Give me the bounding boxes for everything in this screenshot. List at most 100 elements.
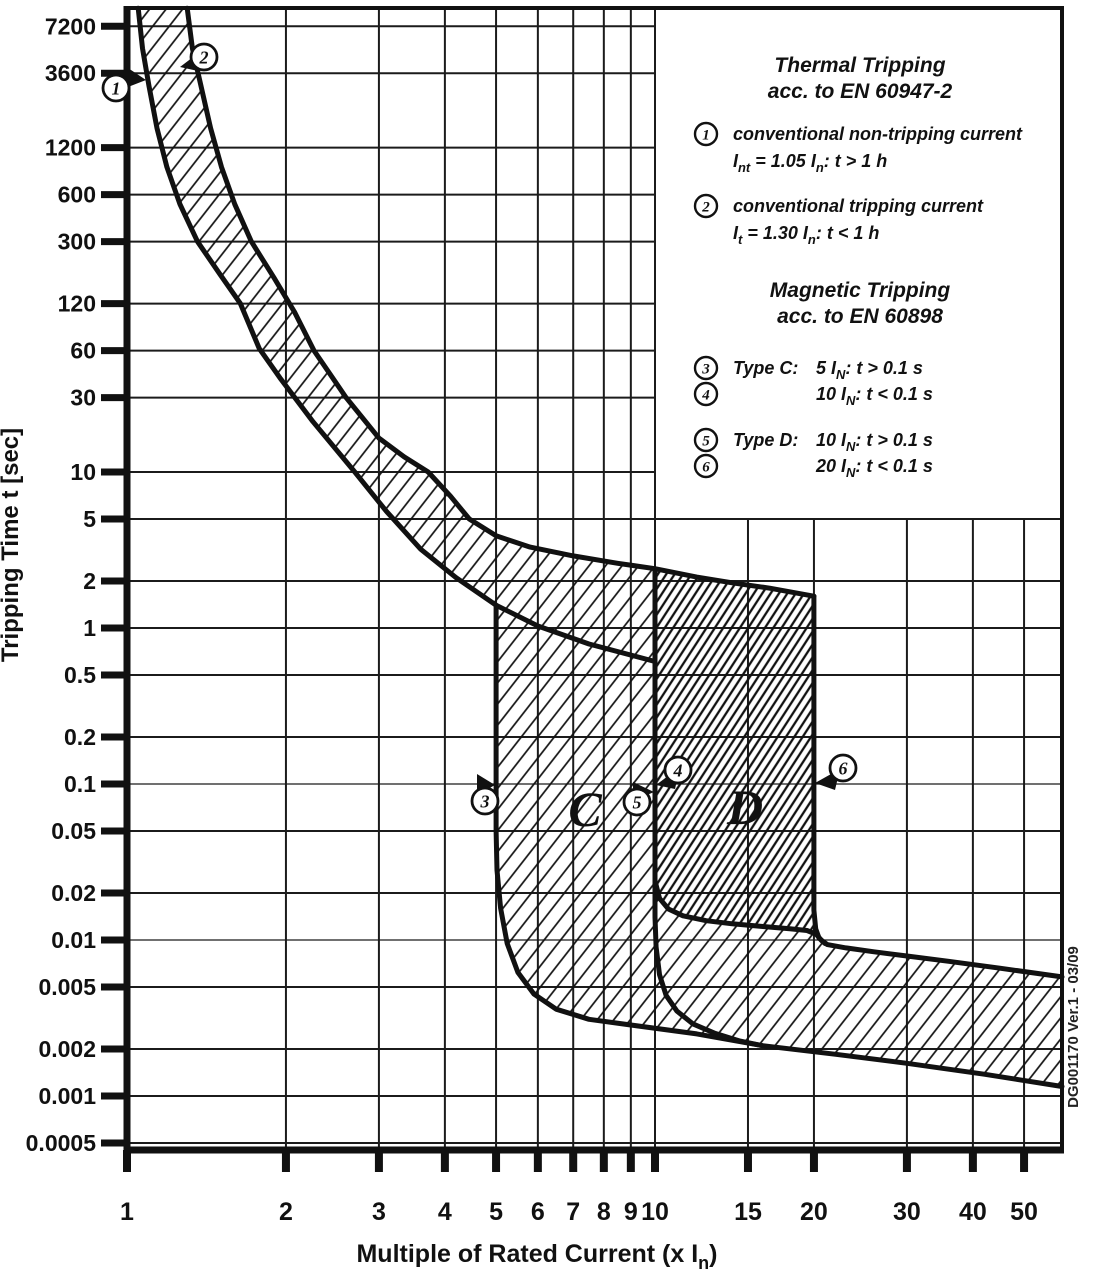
marker-4: 4 [656, 755, 693, 789]
x-tick-label: 1 [120, 1198, 134, 1226]
legend-row-formula: 10 IN: t < 0.1 s [816, 384, 933, 408]
legend-item-label: conventional tripping current [733, 196, 984, 216]
x-tick-label: 3 [372, 1198, 386, 1226]
type-d-instantaneous-upper-limit-20In [811, 593, 828, 946]
y-axis-ticks: 7200 3600 1200 600 300 120 60 30 10 5 2 1 0.5 0.2 0.1 0… [26, 13, 127, 1156]
type-c-upper-boundary-and-band-top [652, 878, 1065, 980]
x-tick-label: 20 [800, 1198, 828, 1226]
legend-circle-number: 4 [701, 387, 710, 403]
x-tick-label: 10 [641, 1198, 669, 1226]
legend-circle-number: 3 [701, 361, 710, 377]
marker-2: 2 [180, 42, 219, 72]
marker-circle [622, 787, 652, 817]
y-tick-label: 0.2 [64, 724, 96, 750]
y-tick-label: 1200 [45, 135, 96, 161]
marker-circle [828, 753, 858, 783]
boundary-curves [135, 5, 1065, 1089]
legend-row-formula: 20 IN: t < 0.1 s [815, 456, 933, 480]
y-tick-label: 30 [70, 385, 96, 411]
x-tick-label: 8 [597, 1198, 611, 1226]
legend-circle-6 [693, 453, 719, 479]
x-tick-label: 50 [1010, 1198, 1038, 1226]
y-tick-label: 60 [70, 338, 96, 364]
y-tick-label: 600 [58, 182, 96, 208]
marker-5: 5 [622, 782, 654, 817]
legend-magnetic-title: Magnetic Tripping [770, 279, 951, 302]
y-tick-label: 2 [83, 568, 96, 594]
x-tick-label: 7 [566, 1198, 580, 1226]
y-tick-label: 0.002 [38, 1036, 96, 1062]
legend-row-formula: 10 IN: t > 0.1 s [816, 430, 933, 454]
x-tick-label: 2 [279, 1198, 293, 1226]
zone-label-d: D [726, 779, 763, 835]
legend-circle-2 [693, 193, 719, 219]
y-tick-label: 3600 [45, 60, 96, 86]
y-tick-label: 1 [83, 615, 96, 641]
curve-markers: 1 2 3 4 5 6 [101, 42, 858, 817]
legend-circle-number: 5 [702, 433, 710, 449]
y-tick-label: 0.005 [38, 974, 96, 1000]
marker-circle [189, 42, 219, 72]
x-axis-title: Multiple of Rated Current (x In) [356, 1240, 717, 1273]
marker-number: 3 [480, 792, 490, 812]
document-version-watermark: DG001170 Ver.1 - 03/09 [1065, 946, 1082, 1108]
marker-number: 6 [839, 759, 848, 779]
legend-circle-3 [693, 355, 719, 381]
x-tick-label: 40 [959, 1198, 987, 1226]
legend-row-formula: 5 IN: t > 0.1 s [816, 358, 923, 382]
y-tick-label: 0.0005 [26, 1130, 97, 1156]
x-tick-label: 30 [893, 1198, 921, 1226]
marker-circle [470, 786, 500, 816]
legend-circle-1 [693, 121, 719, 147]
type-c-tripping-region [138, 8, 1062, 1087]
legend-row-type: Type D: [733, 430, 798, 450]
legend-thermal-subtitle: acc. to EN 60947-2 [768, 80, 953, 103]
x-tick-label: 15 [734, 1198, 762, 1226]
y-tick-label: 0.1 [64, 771, 96, 797]
marker-number: 2 [199, 48, 209, 68]
y-tick-label: 7200 [45, 13, 96, 39]
legend-circle-number: 1 [702, 127, 710, 143]
y-tick-label: 0.001 [38, 1083, 96, 1109]
y-tick-label: 5 [83, 506, 96, 532]
marker-circle [663, 755, 693, 785]
y-tick-label: 0.05 [51, 818, 96, 844]
legend-item-formula: Int = 1.05 In: t > 1 h [733, 151, 887, 175]
marker-1: 1 [101, 68, 146, 103]
marker-6: 6 [815, 753, 858, 790]
legend: Thermal Tripping acc. to EN 60947-2 1 conve… [693, 54, 1023, 480]
y-tick-label: 0.01 [51, 927, 96, 953]
x-tick-label: 5 [489, 1198, 503, 1226]
legend-box [656, 8, 1062, 518]
marker-arrow-icon [128, 68, 146, 87]
y-tick-label: 0.02 [51, 880, 96, 906]
legend-thermal-title: Thermal Tripping [774, 54, 945, 77]
type-d-tripping-region [655, 568, 828, 945]
x-axis-ticks: 1 2 3 4 5 6 7 8 9 10 15 20 30 40 50 [120, 1150, 1038, 1226]
legend-circle-4 [693, 381, 719, 407]
legend-circle-number: 2 [701, 199, 710, 215]
thermal-lower-limit-1.05In [135, 5, 658, 664]
marker-number: 5 [633, 793, 642, 813]
y-axis-title: Tripping Time t [sec] [0, 428, 24, 662]
y-tick-label: 120 [58, 291, 96, 317]
y-tick-label: 10 [70, 459, 96, 485]
type-d-instantaneous-lower-limit-10In [652, 566, 770, 1050]
legend-item-formula: It = 1.30 In: t < 1 h [733, 223, 879, 247]
y-tick-label: 0.5 [64, 662, 96, 688]
marker-number: 4 [673, 761, 683, 781]
legend-item-label: conventional non-tripping current [733, 124, 1023, 144]
zone-label-c: C [568, 781, 602, 837]
legend-circle-number: 6 [702, 459, 710, 475]
marker-3: 3 [470, 774, 500, 816]
marker-circle [101, 73, 131, 103]
legend-magnetic-subtitle: acc. to EN 60898 [777, 305, 943, 328]
legend-row-type: Type C: [733, 358, 798, 378]
x-tick-label: 4 [438, 1198, 452, 1226]
type-c-instantaneous-limit-5In [493, 602, 1065, 1089]
marker-number: 1 [112, 79, 121, 99]
x-tick-label: 9 [624, 1198, 638, 1226]
y-tick-label: 300 [58, 229, 96, 255]
